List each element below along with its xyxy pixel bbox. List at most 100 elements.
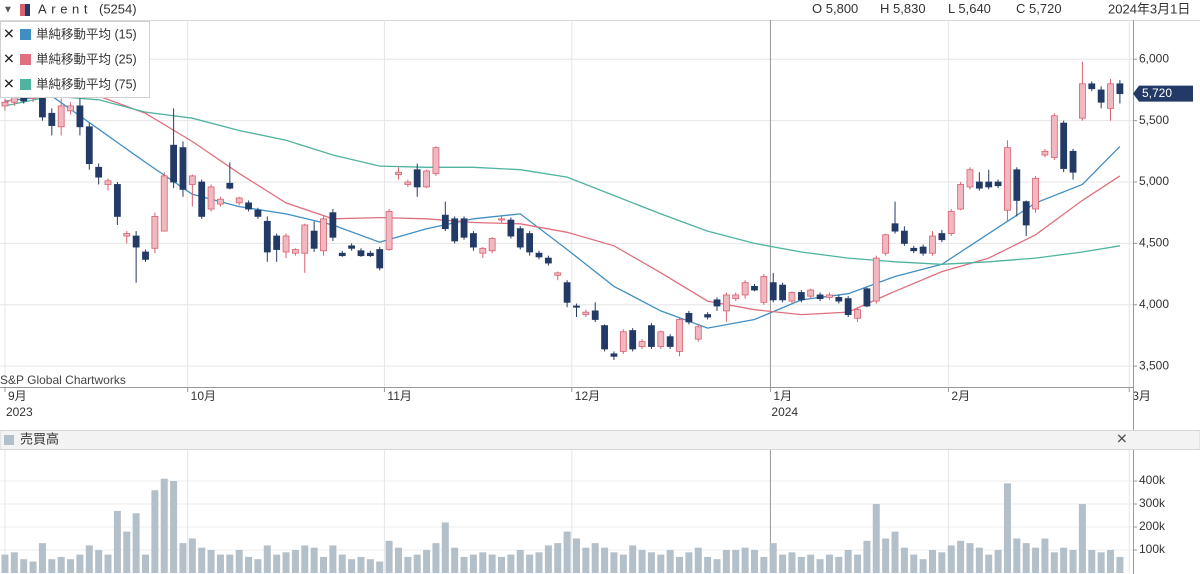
volume-bar — [1041, 538, 1049, 573]
volume-bar — [245, 556, 253, 573]
y-tick-label: 4,500 — [1139, 236, 1169, 250]
volume-title: 売買高 — [20, 431, 59, 446]
candle-body — [226, 182, 234, 189]
volume-bar — [488, 554, 496, 573]
volume-icon — [4, 435, 14, 445]
candle-body — [179, 147, 187, 190]
candle-body — [657, 331, 665, 347]
x-tick-label: 12月 — [575, 389, 600, 403]
candle-body — [441, 214, 449, 230]
candle-body — [1116, 83, 1124, 95]
y-tick-label: 5,000 — [1139, 174, 1169, 188]
candle-body — [601, 325, 608, 350]
candle-body — [704, 314, 712, 318]
candle-body — [854, 309, 861, 319]
volume-bar — [694, 547, 702, 573]
y-tick-label: 400k — [1139, 473, 1166, 487]
candle-body — [282, 235, 290, 253]
candle-body — [938, 233, 946, 241]
candle-body — [132, 235, 140, 248]
volume-bar — [788, 552, 796, 573]
volume-bar — [544, 545, 552, 573]
candle-body — [423, 170, 430, 188]
volume-bar — [760, 556, 768, 573]
candle-body — [198, 181, 206, 217]
volume-bar — [10, 552, 18, 573]
volume-bar — [216, 554, 224, 573]
candle-body — [338, 252, 346, 257]
candle-body — [498, 218, 505, 221]
candle-body — [1060, 122, 1068, 169]
candle-body — [104, 180, 112, 185]
legend-swatch — [20, 29, 31, 40]
volume-bar — [722, 550, 730, 573]
volume-bar — [610, 552, 618, 573]
candle-body — [516, 228, 524, 248]
candle-body — [1004, 147, 1011, 211]
x-tick-label: 3月 — [1132, 389, 1151, 403]
ohlc-value: 5,640 — [958, 1, 991, 16]
candle-body — [395, 171, 402, 176]
volume-bar — [957, 540, 965, 573]
last-price-label: 5,720 — [1142, 86, 1172, 100]
menu-arrow[interactable]: ▼ — [3, 5, 13, 16]
volume-bar — [1032, 547, 1040, 573]
candle-body — [1050, 115, 1058, 158]
candle-body — [67, 105, 74, 112]
volume-bar — [132, 513, 140, 573]
candle-body — [966, 169, 974, 188]
candle-body — [769, 282, 777, 301]
volume-bar — [816, 559, 824, 573]
volume-bar — [872, 504, 880, 573]
candle-body — [432, 147, 440, 174]
volume-bar — [657, 554, 665, 573]
volume-bar — [29, 561, 37, 573]
ohlc-value: 5,830 — [893, 1, 926, 16]
candle-body — [788, 292, 796, 302]
x-tick-label: 9月 — [8, 389, 27, 403]
volume-bar — [67, 559, 75, 573]
volume-bar — [704, 556, 712, 573]
volume-bar — [273, 554, 281, 573]
grid — [0, 20, 1133, 573]
volume-bar — [1088, 550, 1096, 573]
candle-body — [1, 101, 9, 107]
candle-body — [947, 211, 955, 234]
candle-body — [882, 234, 890, 254]
candle-body — [629, 330, 637, 350]
candle-body — [919, 246, 927, 254]
ohlc-label: O — [812, 1, 822, 16]
volume-bar — [676, 556, 684, 573]
candle-body — [807, 289, 815, 297]
moving-average-line — [4, 95, 1121, 265]
volume-bar — [713, 559, 721, 573]
candle-body — [76, 105, 84, 128]
candle-body — [85, 126, 93, 165]
legend-swatch — [20, 54, 31, 65]
candle-body — [985, 181, 993, 188]
volume-bar — [1078, 504, 1086, 573]
volume-bar — [142, 554, 150, 573]
candle-body — [835, 296, 843, 302]
volume-bar — [516, 550, 524, 573]
volume-bar — [741, 547, 749, 573]
volume-bar — [460, 556, 468, 573]
candle-body — [1088, 83, 1096, 90]
candle-body — [1107, 83, 1114, 109]
candle-body — [872, 257, 880, 302]
volume-bar — [863, 540, 871, 573]
volume-bar — [1069, 550, 1077, 573]
candle-body — [404, 181, 412, 185]
y-tick-label: 100k — [1139, 542, 1166, 556]
candle-body — [732, 294, 740, 300]
volume-bar — [123, 531, 131, 573]
candle-body — [573, 305, 580, 308]
ohlc-item: H 5,830 — [880, 1, 926, 16]
volume-bar — [404, 556, 412, 573]
candle-body — [844, 298, 852, 315]
volume-bar — [348, 559, 356, 573]
candle-body — [1041, 150, 1049, 156]
candle-body — [648, 325, 655, 347]
close-button[interactable]: ✕ — [1116, 431, 1128, 447]
